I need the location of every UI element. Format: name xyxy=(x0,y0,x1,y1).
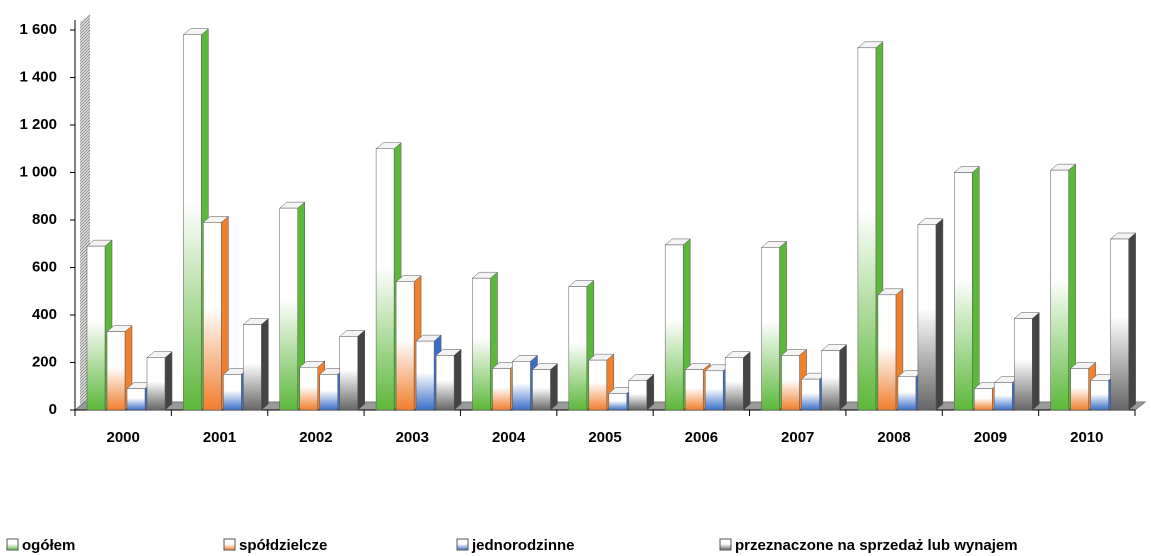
bar xyxy=(761,247,780,411)
y-tick-label: 1 400 xyxy=(19,68,57,85)
bar xyxy=(704,370,724,411)
bar-side xyxy=(453,348,462,411)
bar xyxy=(974,388,993,411)
bar xyxy=(1090,380,1109,411)
bar xyxy=(203,222,222,411)
x-tick-label: 2004 xyxy=(492,429,526,446)
bar-side xyxy=(261,317,269,411)
bar xyxy=(375,148,395,411)
y-tick-label: 1 000 xyxy=(19,163,57,180)
x-tick-label: 2006 xyxy=(685,429,718,446)
bar xyxy=(472,277,491,411)
bar xyxy=(628,380,648,411)
bar xyxy=(319,374,338,411)
bar xyxy=(395,281,415,411)
bar-side xyxy=(164,351,173,411)
x-tick-label: 2008 xyxy=(877,429,910,446)
y-tick-label: 0 xyxy=(49,401,57,418)
x-tick-label: 2007 xyxy=(781,429,814,446)
x-tick-label: 2001 xyxy=(203,429,236,446)
bar xyxy=(724,357,744,411)
bar xyxy=(435,355,455,411)
y-tick-label: 200 xyxy=(32,353,57,370)
bar xyxy=(588,359,608,411)
x-tick-label: 2000 xyxy=(106,429,139,446)
legend-label: spółdzielcze xyxy=(239,537,327,554)
bar xyxy=(492,368,511,411)
y-tick-label: 1 600 xyxy=(19,21,57,38)
x-tick-label: 2009 xyxy=(974,429,1007,446)
x-tick-label: 2005 xyxy=(588,429,621,446)
x-tick-label: 2003 xyxy=(396,429,429,446)
bar xyxy=(568,286,588,411)
bar xyxy=(146,357,166,411)
legend-swatch xyxy=(6,538,19,551)
bar xyxy=(684,369,704,411)
bar xyxy=(954,172,973,411)
legend-swatch xyxy=(456,538,469,551)
bar xyxy=(781,355,800,411)
bar xyxy=(1110,238,1129,411)
y-tick-label: 400 xyxy=(32,306,57,323)
bar xyxy=(415,340,435,411)
bar xyxy=(86,245,106,411)
x-tick-label: 2010 xyxy=(1070,429,1103,446)
legend-swatch xyxy=(223,538,236,551)
bar xyxy=(183,34,202,411)
bar xyxy=(608,393,628,411)
bar xyxy=(897,376,917,411)
x-tick-label: 2002 xyxy=(299,429,332,446)
bar-side xyxy=(1128,232,1136,411)
legend-swatch xyxy=(719,538,732,551)
bar-side xyxy=(839,344,847,411)
bar xyxy=(664,244,684,411)
bar xyxy=(512,361,531,411)
bar xyxy=(243,324,262,411)
bar xyxy=(801,378,820,411)
bar xyxy=(1070,368,1089,411)
bar xyxy=(299,367,318,411)
bar-side xyxy=(1032,312,1040,411)
bar xyxy=(1014,318,1033,411)
bar-side xyxy=(935,218,944,411)
bar xyxy=(126,388,146,411)
bar xyxy=(994,382,1013,411)
bar xyxy=(857,47,877,411)
y-tick-label: 1 200 xyxy=(19,116,57,133)
bar-side xyxy=(972,165,980,411)
bar xyxy=(339,336,358,411)
bar xyxy=(106,331,126,411)
bar xyxy=(532,369,551,411)
bar-side xyxy=(550,363,558,411)
bar xyxy=(821,350,840,411)
y-tick-label: 600 xyxy=(32,258,57,275)
legend-label: przeznaczone na sprzedaż lub wynajem xyxy=(735,537,1018,554)
legend-label: ogółem xyxy=(22,537,75,554)
bar xyxy=(877,294,897,411)
y-tick-label: 800 xyxy=(32,211,57,228)
legend-label: jednorodzinne xyxy=(471,537,575,554)
bar xyxy=(1050,169,1069,411)
bar xyxy=(279,207,298,411)
bar xyxy=(917,224,937,411)
bar-side xyxy=(357,329,365,411)
bar xyxy=(223,374,242,411)
bar-side xyxy=(742,351,751,411)
